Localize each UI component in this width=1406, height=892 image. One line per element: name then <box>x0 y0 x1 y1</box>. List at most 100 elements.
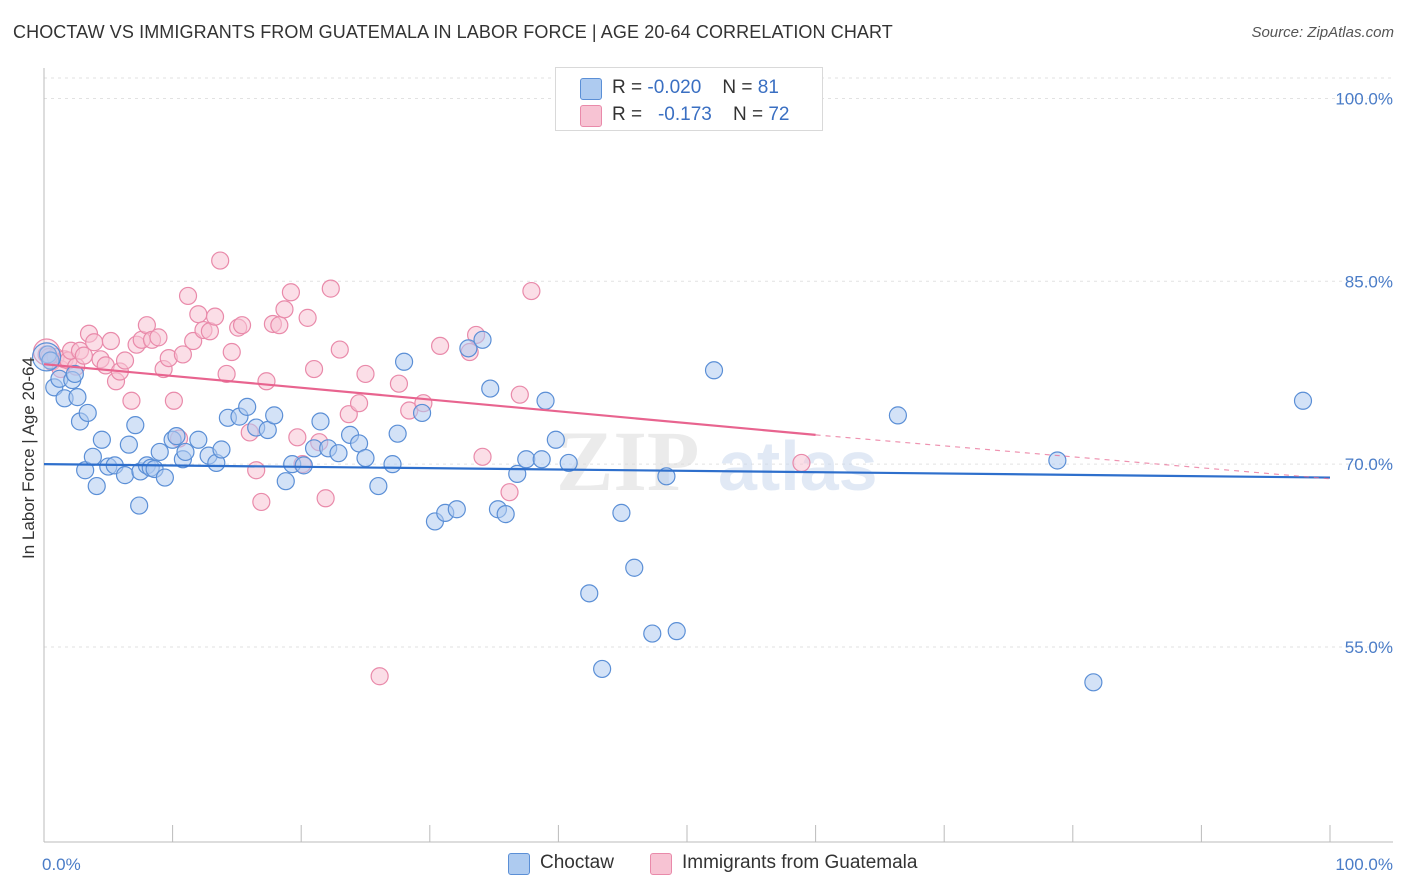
source-label: Source: ZipAtlas.com <box>1251 24 1394 41</box>
data-point-choctaw <box>536 391 555 410</box>
axes <box>43 68 1393 843</box>
data-point-choctaw <box>1084 673 1103 692</box>
data-point-guatemala <box>222 342 241 362</box>
legend-n-label: N = <box>722 77 753 98</box>
data-point-choctaw <box>155 468 174 487</box>
data-point-choctaw <box>76 461 95 480</box>
data-point-guatemala <box>281 283 301 302</box>
legend-r-label: R = <box>612 77 643 98</box>
legend-swatch-blue <box>580 78 602 100</box>
data-point-choctaw <box>87 476 106 496</box>
y-tick-label: 85.0% <box>1345 272 1393 291</box>
data-point-guatemala <box>510 385 529 404</box>
data-point-guatemala <box>189 305 208 324</box>
data-point-guatemala <box>500 483 519 502</box>
data-point-choctaw <box>150 442 169 462</box>
y-tick-label: 100.0% <box>1335 89 1393 108</box>
data-point-guatemala <box>252 492 271 512</box>
legend-n-value: 72 <box>768 104 790 125</box>
data-point-choctaw <box>473 330 492 349</box>
data-point-guatemala <box>792 453 811 473</box>
data-point-guatemala <box>178 286 198 306</box>
legend-n-value: 81 <box>757 77 779 98</box>
data-point-guatemala <box>247 461 266 480</box>
data-point-choctaw <box>65 364 84 384</box>
legend-r-value: -0.173 <box>657 104 712 125</box>
trend-lines <box>43 363 1331 480</box>
data-point-choctaw <box>212 440 231 459</box>
data-point-guatemala <box>115 351 135 370</box>
data-point-choctaw <box>459 339 478 358</box>
data-point-guatemala <box>232 316 252 335</box>
legend-swatch-pink <box>580 105 602 127</box>
data-point-choctaw <box>189 430 208 449</box>
legend-r-label: R = <box>612 104 643 125</box>
data-point-choctaw <box>115 466 135 485</box>
y-axis-label: In Labor Force | Age 20-64 <box>19 357 38 559</box>
data-point-choctaw <box>356 448 375 468</box>
data-point-choctaw <box>580 584 599 603</box>
data-point-guatemala <box>298 308 317 327</box>
data-point-guatemala <box>288 428 307 447</box>
trend-line-guatemala-extension <box>815 434 1331 480</box>
data-point-guatemala <box>356 364 375 384</box>
x-tick-label: 0.0% <box>42 855 81 874</box>
data-point-guatemala <box>217 364 236 384</box>
data-point-choctaw <box>517 450 536 469</box>
x-tick-label: 100.0% <box>1335 855 1393 874</box>
data-point-guatemala <box>389 374 409 393</box>
correlation-legend: R = -0.020 N = 81 R = -0.173 N = 72 <box>555 67 823 131</box>
data-point-guatemala <box>330 340 349 359</box>
data-point-choctaw <box>667 622 686 641</box>
legend-swatch-blue <box>508 853 530 875</box>
data-point-guatemala <box>304 359 324 379</box>
data-point-choctaw <box>447 500 466 519</box>
data-point-guatemala <box>211 251 230 270</box>
data-point-guatemala <box>473 447 492 466</box>
data-point-choctaw <box>31 342 62 372</box>
data-point-guatemala <box>173 345 192 364</box>
data-point-guatemala <box>164 391 183 410</box>
watermark: ZIP atlas <box>556 413 878 509</box>
data-point-choctaw <box>294 456 313 475</box>
data-point-choctaw <box>625 558 644 577</box>
data-point-guatemala <box>270 316 289 335</box>
data-point-choctaw <box>888 406 908 425</box>
data-point-guatemala <box>370 667 389 686</box>
legend-label-choctaw: Choctaw <box>540 852 614 873</box>
legend-row-choctaw: R = -0.020 N = 81 <box>580 74 779 100</box>
data-point-choctaw <box>167 427 186 446</box>
data-point-choctaw <box>612 503 631 522</box>
data-point-guatemala <box>349 394 369 413</box>
legend-row-guatemala: R = -0.173 N = 72 <box>580 101 789 127</box>
data-point-choctaw <box>388 424 407 443</box>
data-point-choctaw <box>78 403 97 423</box>
data-point-guatemala <box>316 489 335 508</box>
data-point-choctaw <box>546 430 565 449</box>
data-point-choctaw <box>383 455 402 474</box>
data-point-choctaw <box>126 416 145 435</box>
series-choctaw-points <box>31 330 1313 692</box>
data-point-guatemala <box>101 331 120 351</box>
y-tick-label: 70.0% <box>1345 455 1393 474</box>
data-point-choctaw <box>130 496 149 515</box>
legend-label-guatemala: Immigrants from Guatemala <box>682 852 918 873</box>
data-point-choctaw <box>412 403 432 423</box>
data-point-choctaw <box>643 624 662 643</box>
y-tick-label: 55.0% <box>1345 638 1393 657</box>
data-point-choctaw <box>176 442 195 462</box>
data-point-guatemala <box>85 333 104 352</box>
data-point-guatemala <box>430 336 450 356</box>
data-point-guatemala <box>321 279 340 298</box>
legend-n-label: N = <box>732 104 764 125</box>
data-point-choctaw <box>369 476 388 496</box>
data-point-choctaw <box>119 435 138 454</box>
data-point-guatemala <box>522 281 541 301</box>
data-point-choctaw <box>68 388 87 407</box>
data-point-guatemala <box>122 391 141 410</box>
tick-labels: 55.0% 70.0% 85.0% 100.0% 0.0% 100.0% <box>42 89 1393 874</box>
data-point-choctaw <box>1048 451 1067 470</box>
watermark-zip: ZIP <box>556 413 699 509</box>
data-point-guatemala <box>205 307 225 326</box>
data-point-choctaw <box>481 379 500 398</box>
